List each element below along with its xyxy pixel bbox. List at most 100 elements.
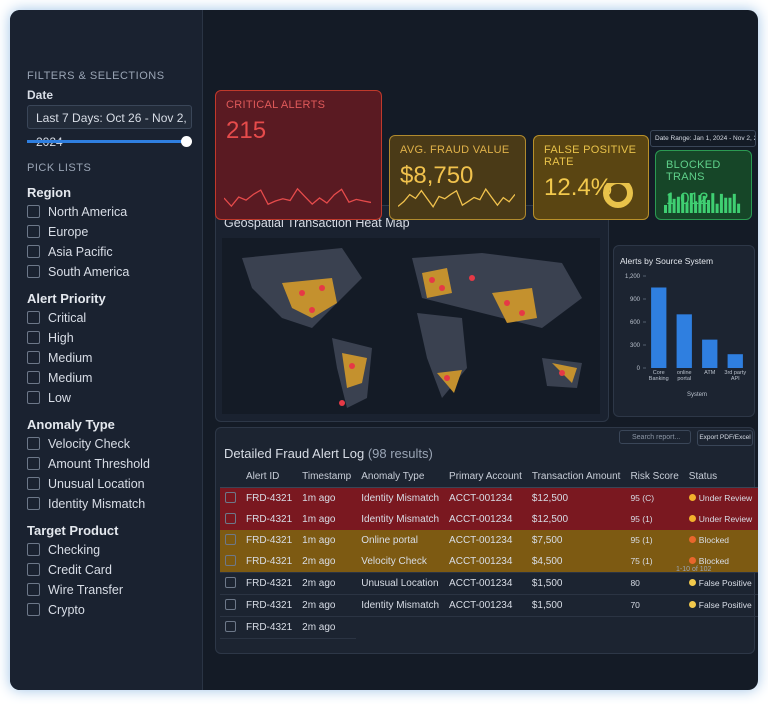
filter-option[interactable]: Low xyxy=(27,390,202,405)
bar-chart: Alerts by Source System 0 300 600 900 1,200 Co… xyxy=(620,256,746,398)
cell-text: 1m ago xyxy=(302,514,336,525)
checkbox[interactable] xyxy=(27,225,40,238)
checkbox[interactable] xyxy=(27,245,40,258)
filter-option[interactable]: Asia Pacific xyxy=(27,244,202,259)
row-checkbox[interactable] xyxy=(225,576,236,588)
cell-text: FRD-4321 xyxy=(246,493,293,504)
column-header[interactable]: Timestamp xyxy=(297,466,357,488)
filter-option[interactable]: Unusual Location xyxy=(27,476,202,491)
table-cell: [Review] [Escalate] [Confirm] xyxy=(757,530,758,551)
option-label: Wire Transfer xyxy=(48,582,124,597)
table-cell: False Positive xyxy=(683,572,758,595)
filter-option[interactable]: Credit Card xyxy=(27,562,202,577)
table-cell: FRD-4321 xyxy=(241,572,298,595)
checkbox[interactable] xyxy=(27,583,40,596)
slider-handle[interactable] xyxy=(181,136,192,147)
checkbox[interactable] xyxy=(27,391,40,404)
date-slider[interactable] xyxy=(27,140,185,143)
cell-text: Identity Mismatch xyxy=(361,493,440,504)
column-header[interactable]: Transaction Amount xyxy=(526,466,626,488)
column-header[interactable]: Anomaly Type xyxy=(356,466,445,488)
filter-group: Target Product Checking Credit Card Wire Tr… xyxy=(10,523,202,617)
checkbox[interactable] xyxy=(27,311,40,324)
column-header[interactable]: Primary Account xyxy=(444,466,527,488)
date-select[interactable]: Last 7 Days: Oct 26 - Nov 2, 2024 xyxy=(27,105,192,149)
column-header[interactable]: Actions xyxy=(757,466,758,488)
sidebar: FILTERS & SELECTIONS Date Last 7 Days: O… xyxy=(10,10,203,690)
filter-option[interactable]: Checking xyxy=(27,542,202,557)
x-tick-wrap: ATM xyxy=(704,370,715,376)
table-cell: $7,500 xyxy=(527,530,626,551)
checkbox[interactable] xyxy=(27,603,40,616)
checkbox[interactable] xyxy=(27,563,40,576)
kpi-label: CRITICAL ALERTS xyxy=(226,99,326,111)
mini-bar xyxy=(732,193,736,213)
cell-text: 80 xyxy=(630,578,640,588)
kpi-value: 1,012 xyxy=(666,189,709,208)
filter-option[interactable]: Identity Mismatch xyxy=(27,496,202,511)
checkbox[interactable] xyxy=(27,265,40,278)
row-checkbox[interactable] xyxy=(225,620,236,632)
filter-option[interactable]: Critical xyxy=(27,310,202,325)
option-label: Crypto xyxy=(48,602,85,617)
checkbox[interactable] xyxy=(27,497,40,510)
table-cell: 95 (C) xyxy=(625,488,683,510)
export-button[interactable]: Export PDF/Excel xyxy=(697,430,753,446)
checkbox-cell xyxy=(220,509,241,530)
filter-option[interactable]: Velocity Check xyxy=(27,436,202,451)
filter-option[interactable]: Europe xyxy=(27,224,202,239)
table-cell: FRD-4321 xyxy=(241,530,297,551)
checkbox[interactable] xyxy=(27,205,40,218)
filter-option[interactable]: South America xyxy=(27,264,202,279)
row-checkbox[interactable] xyxy=(225,512,236,524)
cell-text: Under Review xyxy=(698,514,753,524)
pagination[interactable]: 1-10 of 102 xyxy=(676,566,712,573)
table-panel: Detailed Fraud Alert Log (98 results) Se… xyxy=(215,427,758,654)
cell-text: Identity Mismatch xyxy=(361,600,440,611)
row-checkbox[interactable] xyxy=(225,533,236,545)
column-header[interactable]: Alert ID xyxy=(241,466,298,488)
table-wrap: Alert ID Timestamp Anomaly Type Primary Acc… xyxy=(220,466,758,639)
mini-bar xyxy=(664,205,667,213)
table-cell: Velocity Check xyxy=(356,551,445,573)
checkbox[interactable] xyxy=(27,477,40,490)
table-cell: 1m ago xyxy=(297,530,356,551)
sparkline-path xyxy=(224,187,371,208)
table-cell: $4,500 xyxy=(526,551,626,573)
option-label: Amount Threshold xyxy=(48,456,150,471)
option-label: Medium xyxy=(48,350,93,365)
checkbox[interactable] xyxy=(27,457,40,470)
x-tick-wrap: Core Banking xyxy=(649,370,669,382)
date-range[interactable]: Date Range: Jan 1, 2024 - Nov 2, 2024 xyxy=(650,130,756,147)
row-checkbox[interactable] xyxy=(225,598,236,610)
checkbox[interactable] xyxy=(27,437,40,450)
checkbox[interactable] xyxy=(27,351,40,364)
table-cell: Online portal xyxy=(356,530,444,551)
filter-option[interactable]: Medium xyxy=(27,350,202,365)
filter-option[interactable]: Crypto xyxy=(27,602,202,617)
cell-text: FRD-4321 xyxy=(246,556,293,567)
filter-option[interactable]: High xyxy=(27,330,202,345)
filter-option[interactable]: Medium xyxy=(27,370,202,385)
search-input[interactable]: Search report... xyxy=(619,430,691,444)
filter-option[interactable]: North America xyxy=(27,204,202,219)
row-checkbox[interactable] xyxy=(225,491,236,503)
cell-text: FRD-4321 xyxy=(246,622,293,633)
checkbox[interactable] xyxy=(27,371,40,384)
sparkline-path xyxy=(398,187,515,208)
row-checkbox[interactable] xyxy=(225,554,236,566)
checkbox[interactable] xyxy=(27,543,40,556)
group-title: Region xyxy=(27,185,72,200)
table-cell: ACCT-001234 xyxy=(444,509,527,530)
cell-text: $1,500 xyxy=(531,600,563,611)
column-header[interactable]: Status xyxy=(683,466,758,488)
table-cell: FRD-4321 xyxy=(241,551,298,573)
filter-option[interactable]: Wire Transfer xyxy=(27,582,202,597)
chart-title: Alerts by Source System xyxy=(620,256,713,266)
column-header[interactable]: Risk Score xyxy=(625,466,684,488)
status-dot xyxy=(688,601,696,608)
filter-option[interactable]: Amount Threshold xyxy=(27,456,202,471)
filter-group: Anomaly Type Velocity Check Amount Thresho… xyxy=(10,417,202,511)
checkbox[interactable] xyxy=(27,331,40,344)
table-cell: ACCT-001234 xyxy=(444,594,527,617)
